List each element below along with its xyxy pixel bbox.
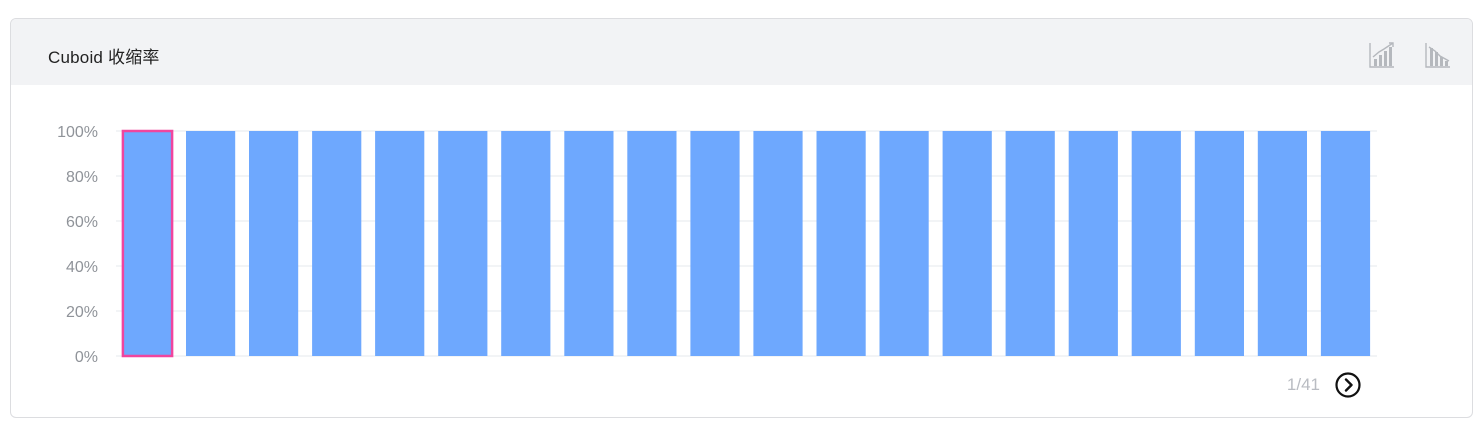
bar[interactable] [942, 131, 992, 356]
bar[interactable] [1194, 131, 1244, 356]
bar[interactable] [879, 131, 929, 356]
page-indicator: 1/41 [1286, 375, 1320, 394]
bar[interactable] [1257, 131, 1307, 356]
bar[interactable] [1320, 131, 1371, 356]
bar[interactable] [627, 131, 677, 356]
bar[interactable] [690, 131, 740, 356]
bar[interactable] [186, 131, 236, 356]
y-tick-label: 20% [66, 304, 98, 321]
bar[interactable] [753, 131, 803, 356]
bar-chart: 0% 20% 40% 60% 80% 100% [57, 124, 1377, 366]
y-tick-label: 80% [66, 169, 98, 186]
bar[interactable] [1068, 131, 1118, 356]
bar[interactable] [375, 131, 425, 356]
bar[interactable] [312, 131, 362, 356]
y-tick-label: 0% [75, 349, 98, 366]
bar[interactable] [564, 131, 614, 356]
bar[interactable] [1005, 131, 1055, 356]
bar[interactable] [249, 131, 299, 356]
card-title: Cuboid 收缩率 [48, 48, 160, 67]
y-tick-label: 40% [66, 259, 98, 276]
bar[interactable] [1131, 131, 1181, 356]
card-header: Cuboid 收缩率 [11, 19, 1472, 85]
next-page-icon[interactable] [1334, 371, 1362, 399]
bar[interactable] [816, 131, 866, 356]
y-tick-label: 100% [57, 124, 98, 141]
y-tick-label: 60% [66, 214, 98, 231]
bar-chart-falling-icon[interactable] [1422, 39, 1454, 71]
bar[interactable] [121, 129, 174, 358]
chart-area: 0% 20% 40% 60% 80% 100% 1/41 [11, 85, 1472, 417]
chart-card: Cuboid 收缩率 0% 20% 40% 60% 8 [10, 18, 1473, 418]
bar[interactable] [438, 131, 488, 356]
bar[interactable] [501, 131, 551, 356]
pagination: 1/41 [1287, 371, 1362, 399]
bar-chart-rising-icon[interactable] [1366, 39, 1398, 71]
